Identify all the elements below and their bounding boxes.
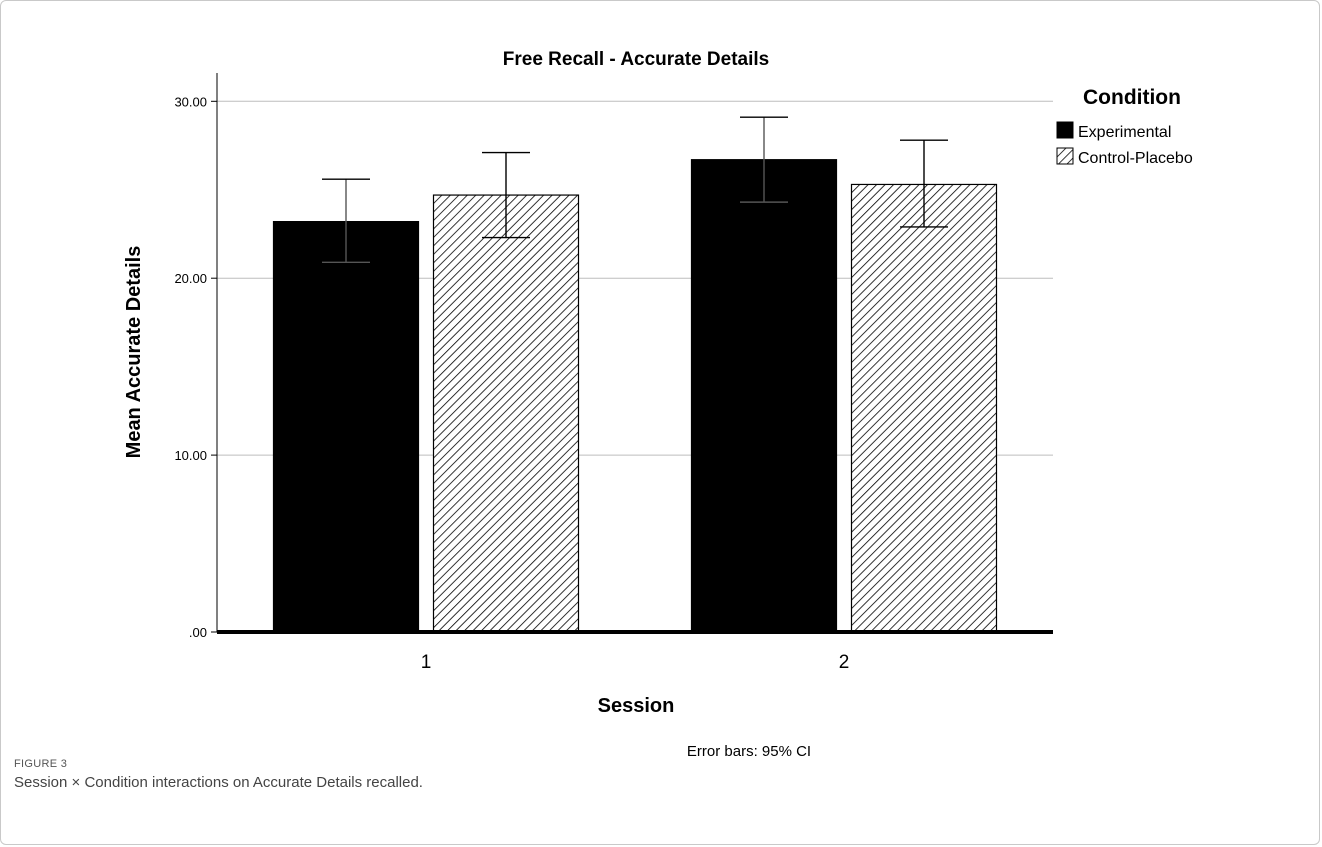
bar-control-session-1 <box>432 194 580 633</box>
legend: Condition Experimental Control-Placebo <box>1056 86 1193 167</box>
legend-swatch-experimental <box>1056 121 1074 139</box>
legend-title: Condition <box>1083 86 1181 109</box>
y-axis-label: Mean Accurate Details <box>123 246 145 459</box>
x-tick-label: 1 <box>421 652 432 673</box>
bar-experimental-session-2 <box>690 159 838 633</box>
legend-swatch-control <box>1056 147 1074 165</box>
figure-label: FIGURE 3 <box>14 758 68 770</box>
y-tick-label: 20.00 <box>174 271 207 286</box>
error-bars <box>322 116 948 263</box>
legend-label-control: Control-Placebo <box>1078 150 1193 167</box>
x-axis-label: Session <box>598 695 675 717</box>
chart-title: Free Recall - Accurate Details <box>503 49 769 70</box>
y-tick-label: 10.00 <box>174 448 207 463</box>
error-bars-note: Error bars: 95% CI <box>687 743 811 760</box>
x-tick-label: 2 <box>839 652 850 673</box>
bar-control-session-2 <box>850 183 998 633</box>
bars <box>272 159 998 633</box>
figure-caption: Session × Condition interactions on Accu… <box>14 774 423 791</box>
legend-label-experimental: Experimental <box>1078 124 1171 141</box>
y-tick-label: 30.00 <box>174 94 207 109</box>
bar-chart: Free Recall - Accurate Details .00 10.00 2… <box>123 49 1193 760</box>
y-tick-labels: .00 10.00 20.00 30.00 <box>174 94 217 640</box>
bar-experimental-session-1 <box>272 220 420 633</box>
y-tick-label: .00 <box>189 625 207 640</box>
